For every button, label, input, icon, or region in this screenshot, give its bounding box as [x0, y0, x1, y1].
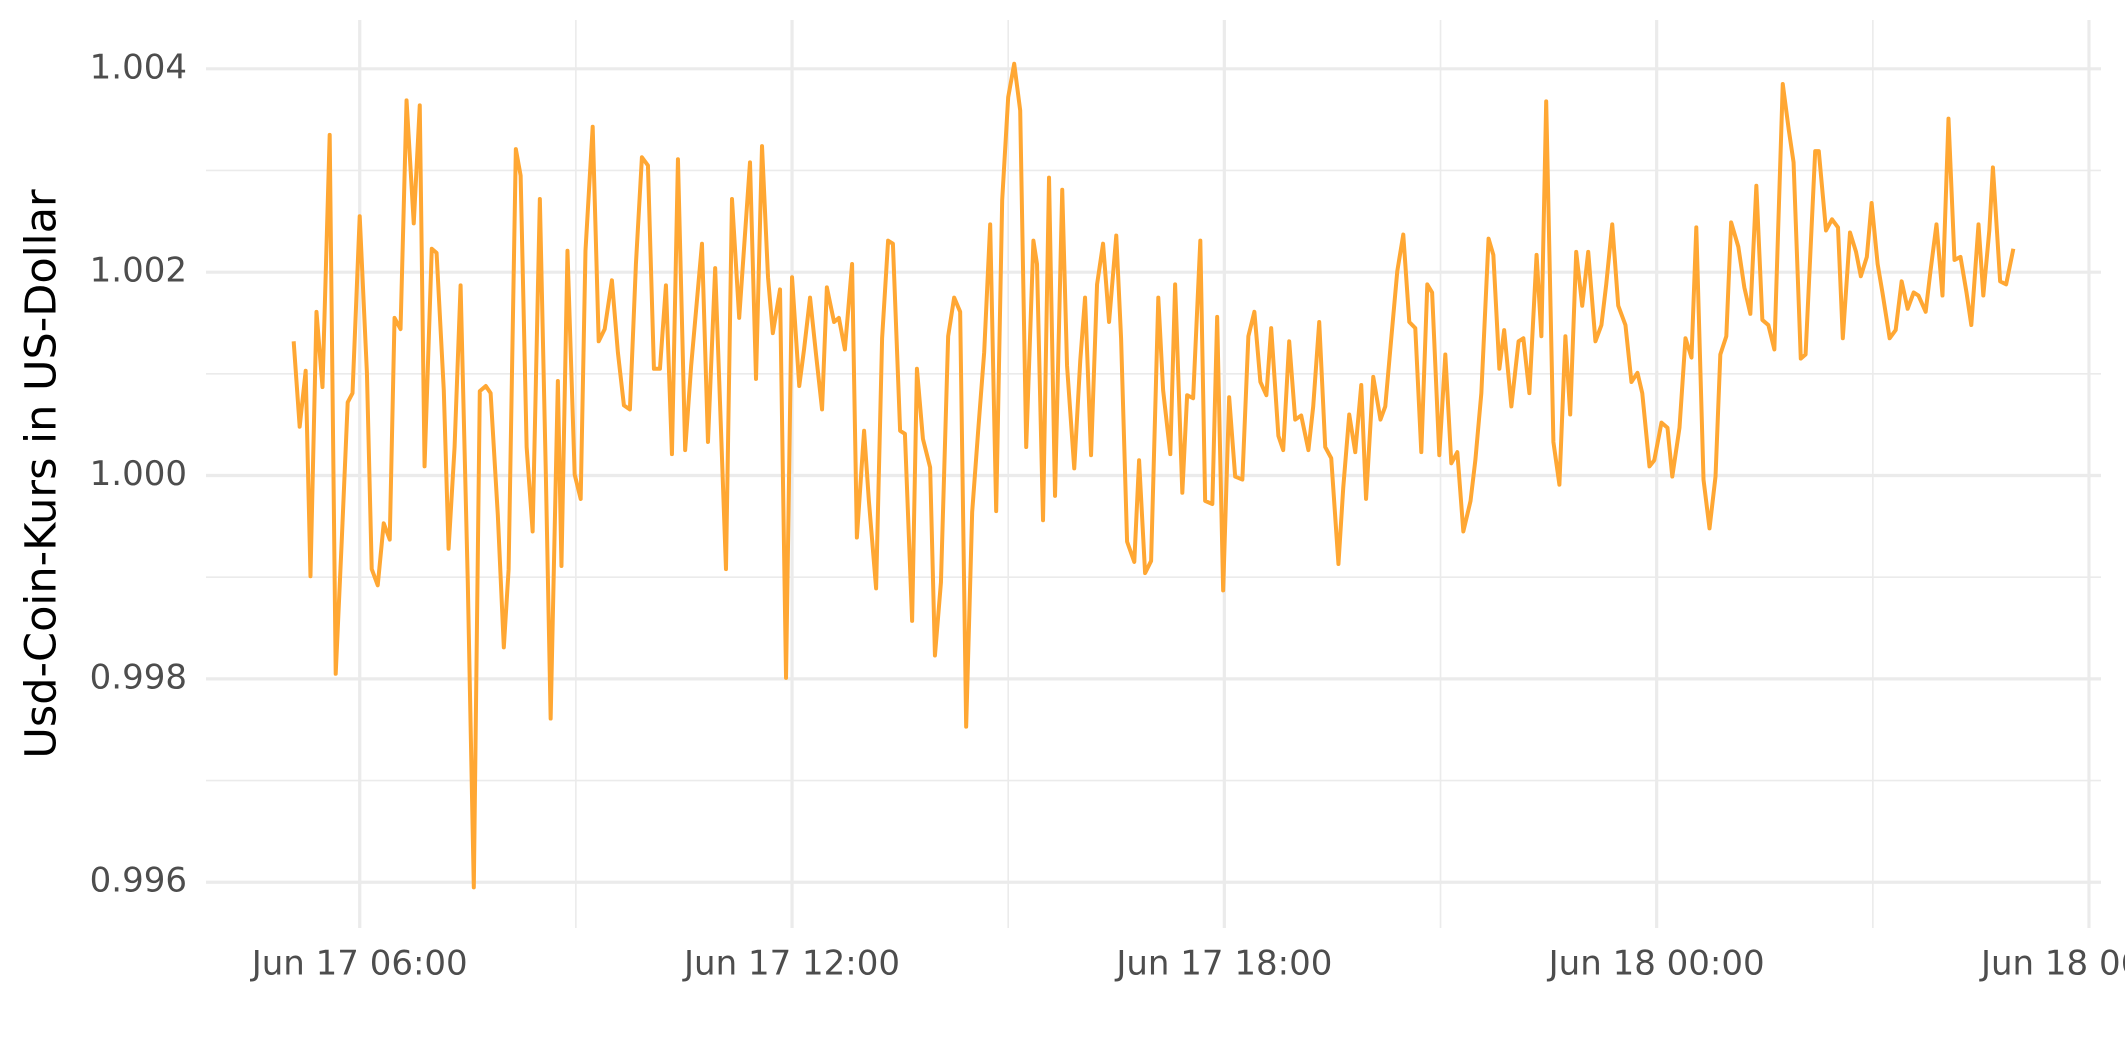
y-tick-label: 1.000: [90, 454, 187, 494]
y-axis-title: Usd-Coin-Kurs in US-Dollar: [17, 189, 67, 759]
y-tick-label: 1.002: [90, 251, 187, 291]
price-line: [291, 61, 2016, 890]
y-tick-label: 0.996: [90, 861, 187, 901]
x-tick-label: Jun 18 06:00: [1979, 944, 2125, 984]
y-tick-label: 1.004: [90, 47, 187, 87]
grid: [206, 20, 2101, 928]
x-tick-label: Jun 17 18:00: [1114, 944, 1332, 984]
y-tick-label: 0.998: [90, 657, 187, 697]
x-tick-label: Jun 17 06:00: [250, 944, 468, 984]
x-tick-label: Jun 17 12:00: [682, 944, 900, 984]
x-tick-label: Jun 18 00:00: [1547, 944, 1765, 984]
